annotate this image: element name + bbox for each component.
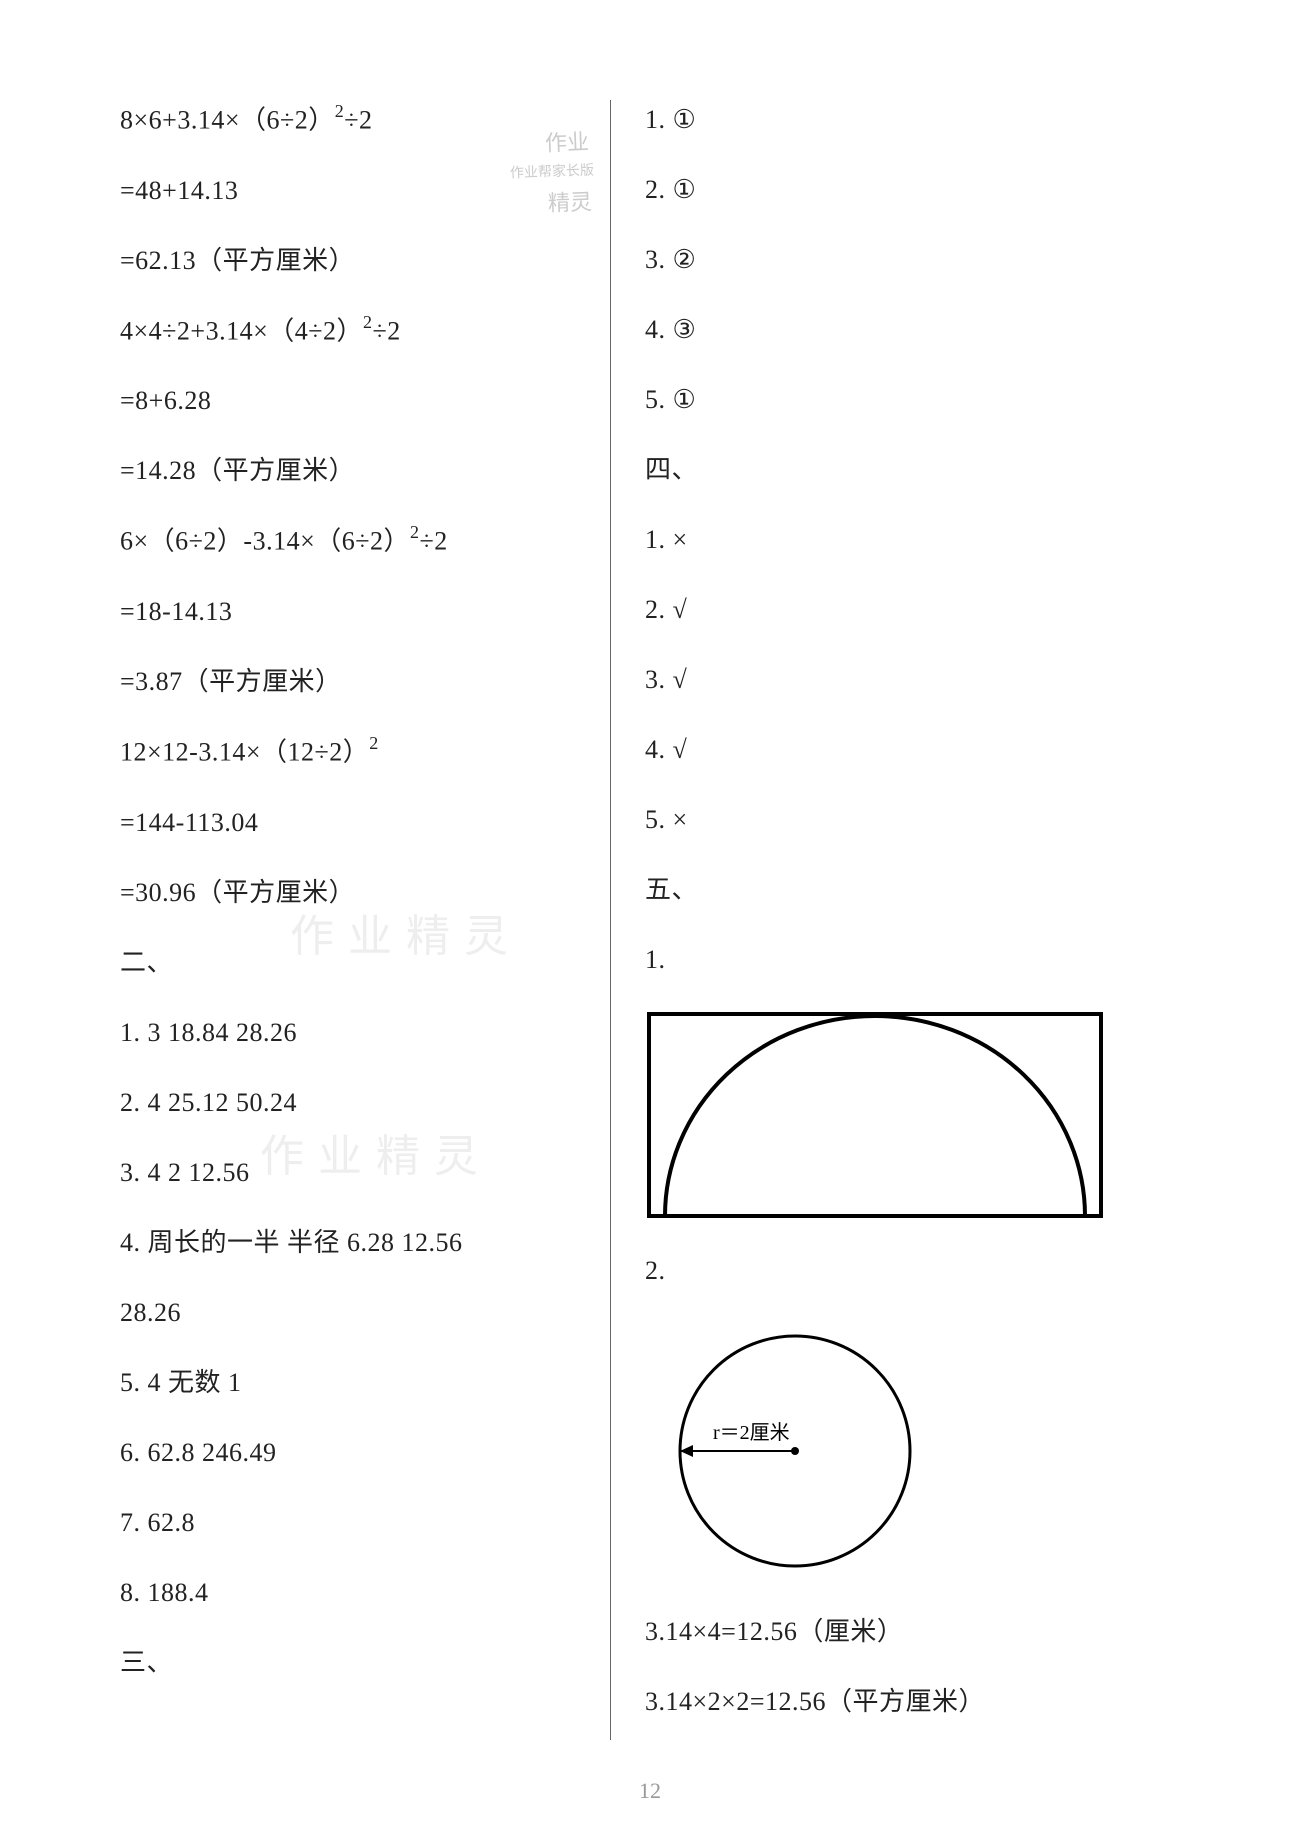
text-line: 3.14×2×2=12.56（平方厘米） — [645, 1682, 1190, 1721]
text-line: 5. ① — [645, 380, 1190, 419]
text-line: =30.96（平方厘米） — [120, 873, 590, 912]
text-line: 8×6+3.14×（6÷2）2÷2 — [120, 100, 590, 140]
text-line: 2. ① — [645, 170, 1190, 209]
text-line: 2. — [645, 1251, 1190, 1290]
text-line: 5. × — [645, 800, 1190, 839]
text-line: 1. ① — [645, 100, 1190, 139]
text-line: 3.14×4=12.56（厘米） — [645, 1612, 1190, 1651]
text-line: 2. 4 25.12 50.24 — [120, 1083, 590, 1122]
text-line: 1. × — [645, 520, 1190, 559]
text-line: 四、 — [645, 450, 1190, 489]
text-line: =3.87（平方厘米） — [120, 662, 590, 701]
text-line: =62.13（平方厘米） — [120, 241, 590, 280]
text-line: 五、 — [645, 870, 1190, 909]
text-line: =8+6.28 — [120, 381, 590, 420]
text-line: 5. 4 无数 1 — [120, 1363, 590, 1402]
text-line: 4×4÷2+3.14×（4÷2）2÷2 — [120, 311, 590, 351]
right-column: 1. ① 2. ① 3. ② 4. ③ 5. ① 四、 1. × 2. √ 3. √ 4. √ 5.… — [611, 100, 1190, 1740]
radius-label: r＝2厘米 — [713, 1421, 790, 1444]
left-column: 8×6+3.14×（6÷2）2÷2 =48+14.13 =62.13（平方厘米） 4×… — [120, 100, 610, 1740]
text-line: 4. ③ — [645, 310, 1190, 349]
text-line: 1. 3 18.84 28.26 — [120, 1013, 590, 1052]
text-line: =144-113.04 — [120, 803, 590, 842]
figure-circle-radius: r＝2厘米 — [645, 1321, 1190, 1586]
semicircle-svg — [645, 1010, 1105, 1220]
text-line: 3. √ — [645, 660, 1190, 699]
figure-semicircle-in-rect — [645, 1010, 1190, 1225]
text-line: =18-14.13 — [120, 592, 590, 631]
text-line: =14.28（平方厘米） — [120, 451, 590, 490]
two-column-layout: 8×6+3.14×（6÷2）2÷2 =48+14.13 =62.13（平方厘米） 4×… — [120, 100, 1190, 1740]
text-line: 1. — [645, 940, 1190, 979]
text-line: 8. 188.4 — [120, 1573, 590, 1612]
text-line: 7. 62.8 — [120, 1503, 590, 1542]
text-line: 3. ② — [645, 240, 1190, 279]
circle-svg: r＝2厘米 — [665, 1321, 925, 1581]
text-line: 2. √ — [645, 590, 1190, 629]
text-line: =48+14.13 — [120, 171, 590, 210]
page-number: 12 — [0, 1778, 1300, 1804]
text-line: 6×（6÷2）-3.14×（6÷2）2÷2 — [120, 521, 590, 561]
text-line: 三、 — [120, 1643, 590, 1682]
text-line: 3. 4 2 12.56 — [120, 1153, 590, 1192]
text-line: 二、 — [120, 943, 590, 982]
text-line: 12×12-3.14×（12÷2）2 — [120, 732, 590, 772]
text-line: 6. 62.8 246.49 — [120, 1433, 590, 1472]
text-line: 28.26 — [120, 1293, 590, 1332]
text-line: 4. 周长的一半 半径 6.28 12.56 — [120, 1223, 590, 1262]
text-line: 4. √ — [645, 730, 1190, 769]
